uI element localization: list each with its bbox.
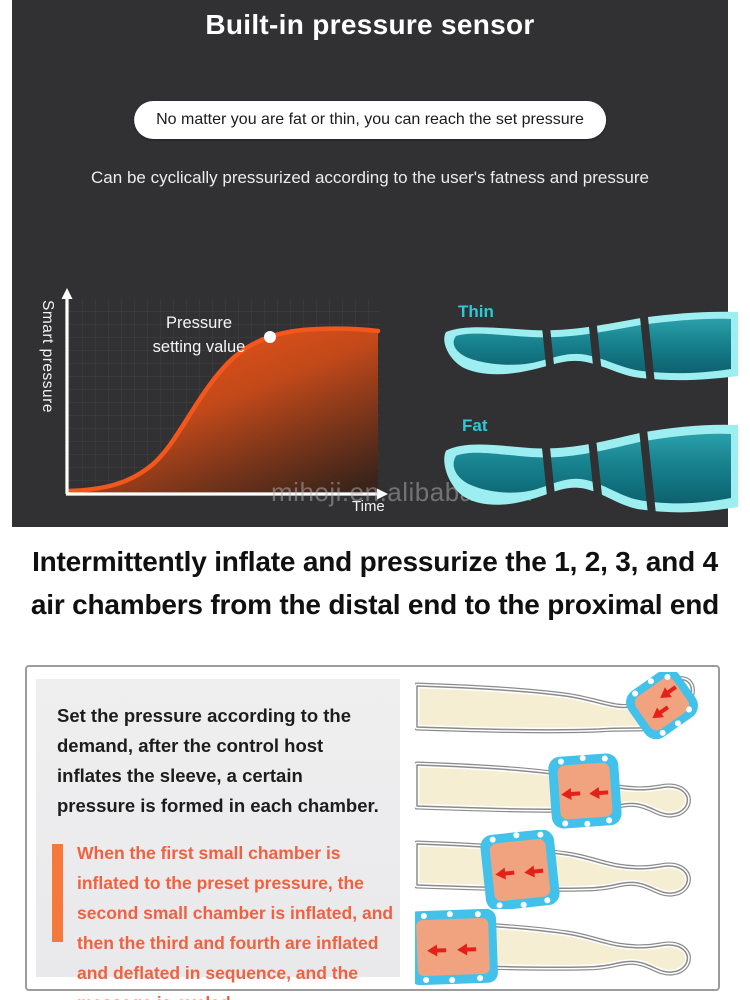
hero-panel: Built-in pressure sensor No matter you a… bbox=[12, 0, 738, 527]
y-axis-label: Smart pressure bbox=[39, 300, 56, 413]
curve-annotation: Pressure setting value bbox=[152, 314, 246, 356]
thin-label: Thin bbox=[458, 302, 494, 321]
leg-illustration-knee-cuff bbox=[415, 830, 715, 909]
chamber-gap bbox=[637, 414, 657, 520]
pressure-curve-chart bbox=[61, 288, 388, 500]
hero-subtitle: Can be cyclically pressurized according … bbox=[91, 168, 649, 187]
accent-bar bbox=[52, 844, 63, 942]
inflation-sequence-illustrations bbox=[415, 672, 717, 988]
chamber-gap bbox=[585, 414, 605, 520]
x-axis-arrow bbox=[377, 488, 388, 500]
fat-leg-illustration bbox=[444, 414, 738, 520]
air-cuff-thigh bbox=[415, 909, 498, 986]
curve-area-fill bbox=[68, 328, 378, 493]
section-heading-line2: air chambers from the distal end to the … bbox=[30, 589, 720, 620]
info-panel: Set the pressure according to the demand… bbox=[36, 679, 400, 1000]
leg-illustration-thigh-cuff bbox=[415, 909, 715, 986]
thin-leg-illustration bbox=[444, 300, 738, 392]
chamber-gap bbox=[637, 300, 657, 392]
detail-box: Set the pressure according to the demand… bbox=[25, 665, 720, 1000]
sequence-description: When the first small chamber is inflated… bbox=[77, 843, 394, 1000]
chamber-gap bbox=[585, 300, 605, 392]
section-heading-line1: Intermittently inflate and pressurize th… bbox=[32, 546, 718, 577]
air-cuff-calf bbox=[548, 753, 622, 829]
pressure-curve bbox=[65, 326, 381, 494]
leg-illustration-calf-cuff bbox=[415, 753, 715, 829]
pressure-description: Set the pressure according to the demand… bbox=[57, 705, 379, 816]
set-pressure-marker bbox=[264, 331, 276, 343]
page-title: Built-in pressure sensor bbox=[205, 9, 535, 40]
chamber-gap bbox=[538, 300, 558, 392]
x-axis-label: Time bbox=[352, 498, 385, 515]
tagline-pill: No matter you are fat or thin, you can r… bbox=[134, 101, 606, 139]
air-cuff-knee bbox=[480, 830, 560, 909]
section-heading: Intermittently inflate and pressurize th… bbox=[25, 540, 725, 626]
sequence-description-block: When the first small chamber is inflated… bbox=[52, 838, 394, 1000]
fat-label: Fat bbox=[462, 416, 488, 435]
air-cuff-foot bbox=[626, 672, 698, 740]
y-axis-arrow bbox=[61, 288, 73, 299]
leg-illustration-foot-cuff bbox=[415, 672, 698, 740]
chamber-gap bbox=[538, 414, 558, 520]
